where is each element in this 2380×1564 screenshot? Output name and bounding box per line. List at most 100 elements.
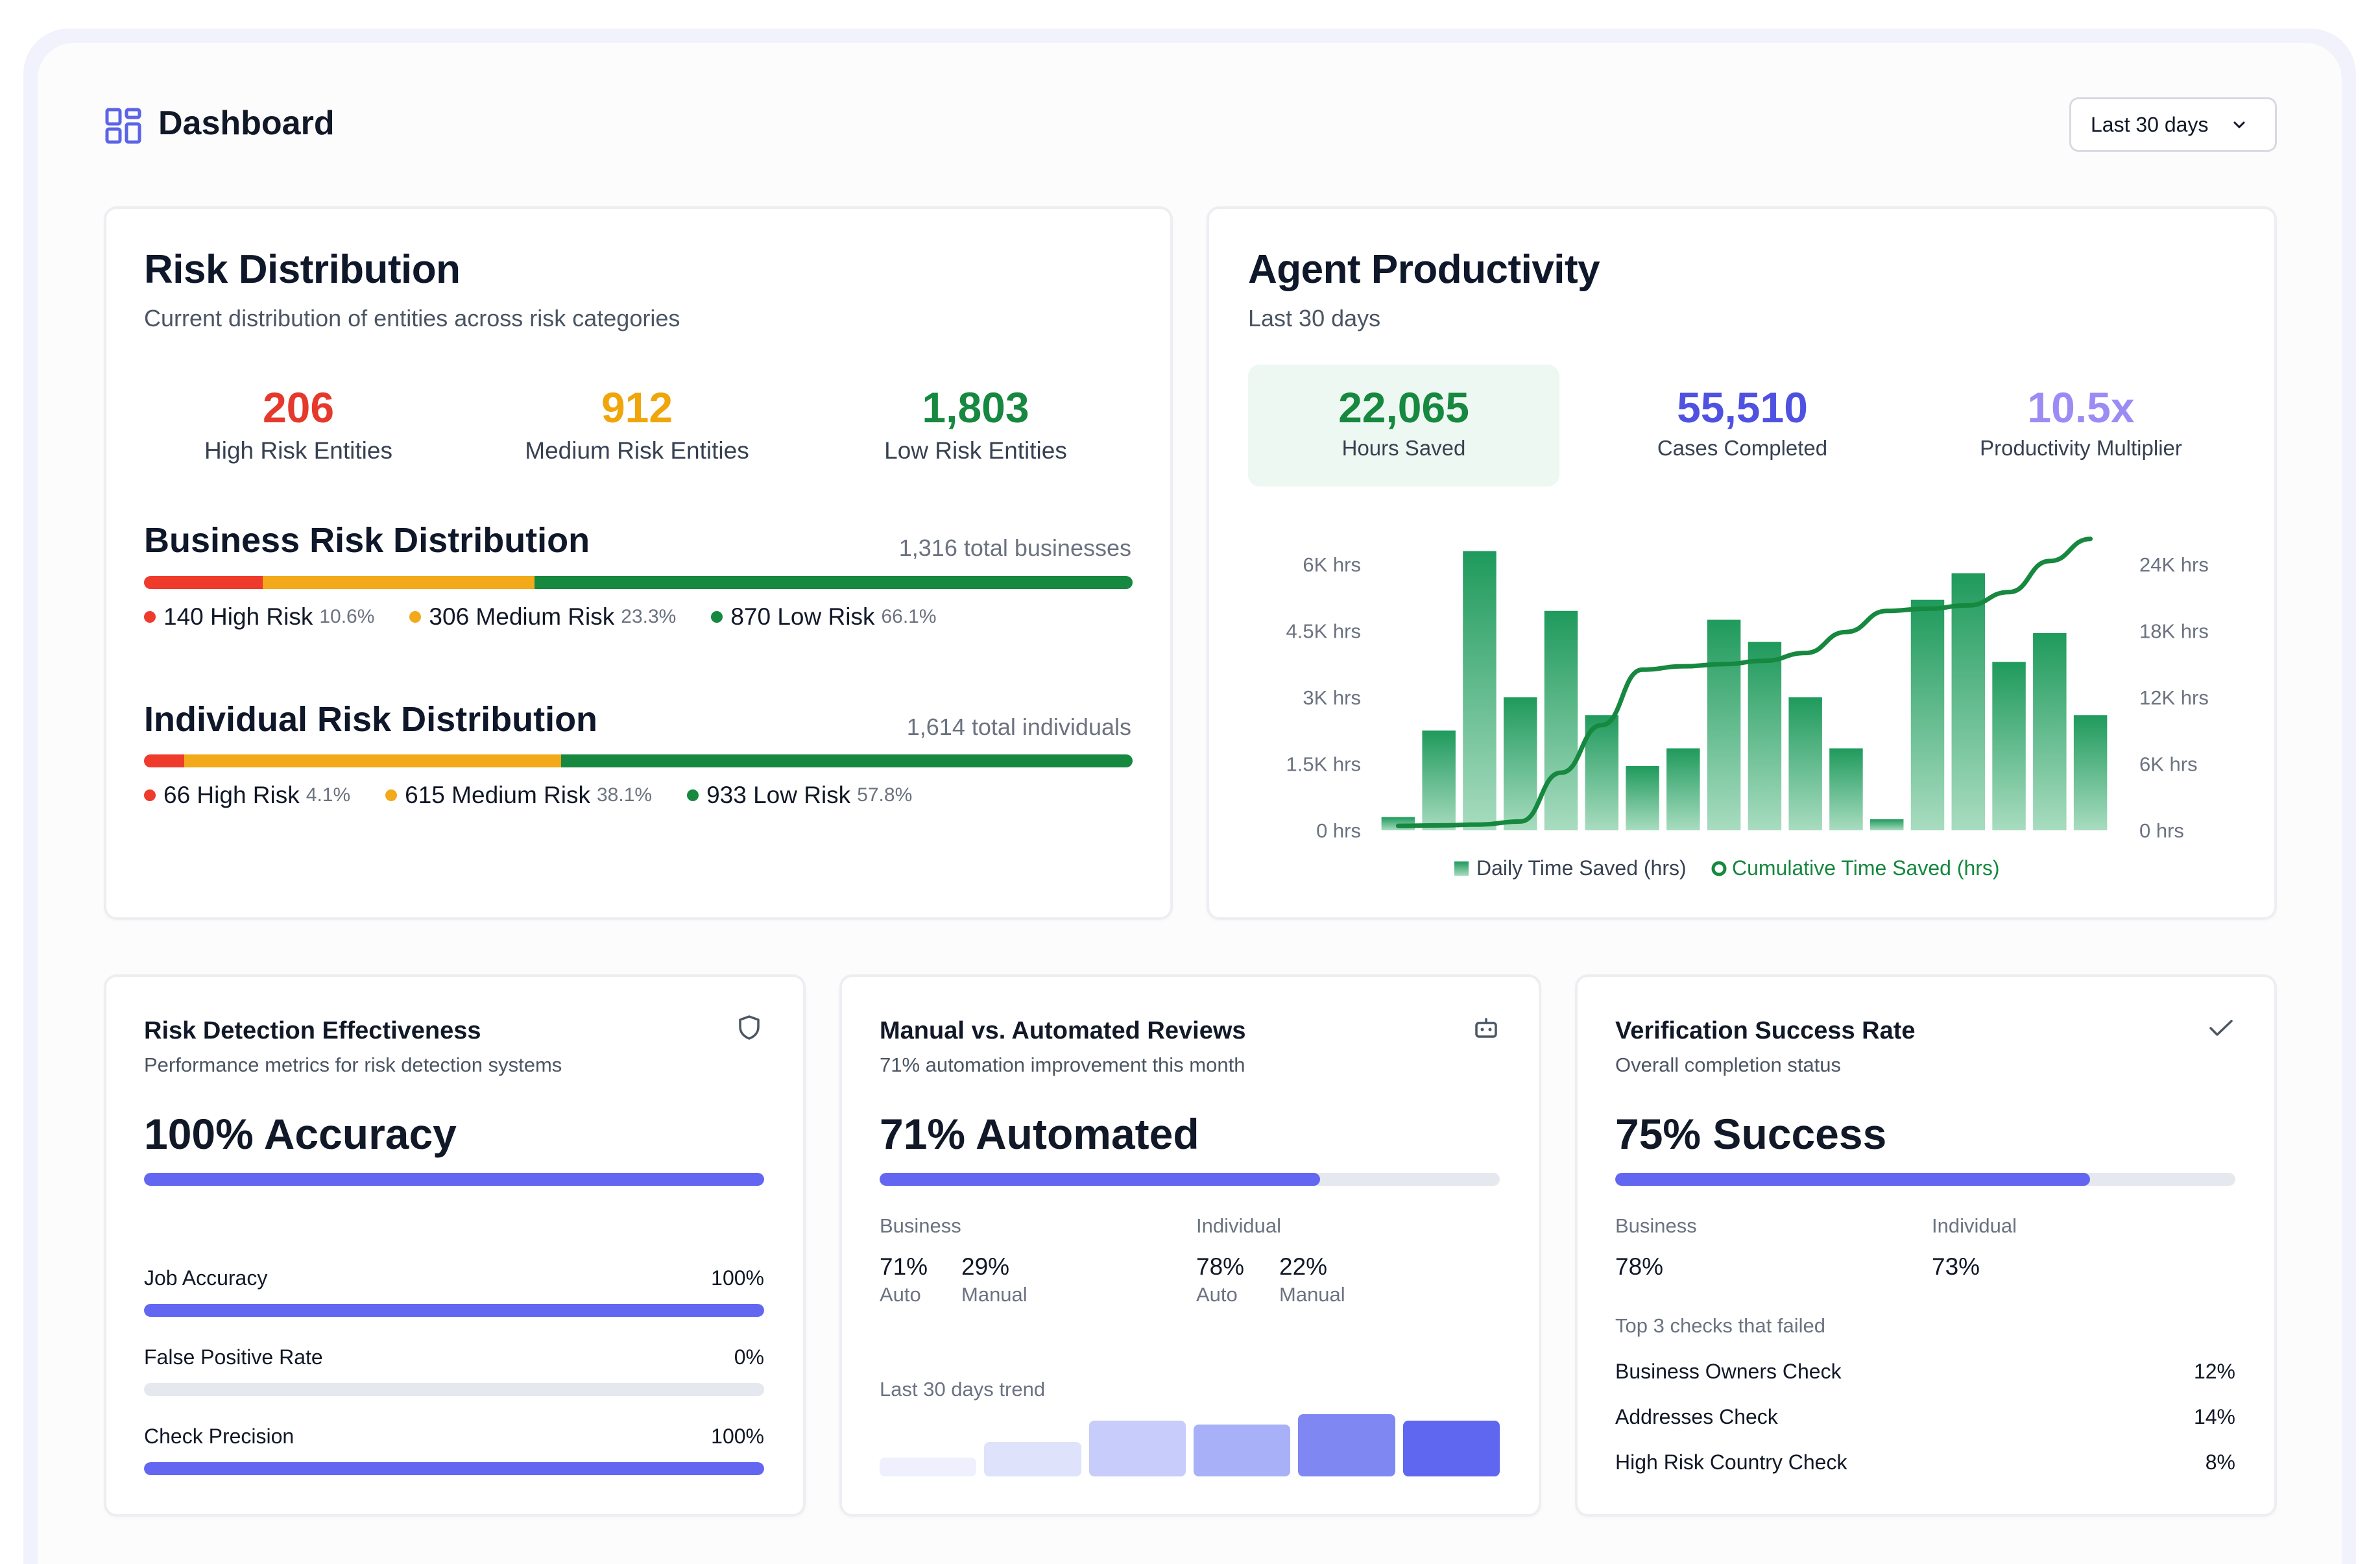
high-risk-count: 206	[262, 383, 335, 431]
daily-time-saved-bar	[1503, 697, 1537, 830]
risk-detection-headline-bar	[144, 1173, 764, 1186]
manual-automated-subtitle: 71% automation improvement this month	[880, 1053, 1245, 1076]
legend-label: 870 Low Risk	[730, 603, 875, 630]
shield-icon	[739, 1015, 760, 1040]
progress-fill	[144, 1462, 764, 1475]
daily-time-saved-bar	[1992, 662, 2026, 830]
business-label: Business	[880, 1214, 961, 1237]
trend-bar	[1298, 1414, 1395, 1476]
individual-risk-segment	[144, 754, 185, 767]
legend-dot	[385, 789, 398, 801]
failed-checks-title: Top 3 checks that failed	[1615, 1314, 1825, 1337]
business-risk-segment	[144, 576, 263, 589]
risk-distribution-card	[104, 206, 1173, 920]
daily-time-saved-bar	[1748, 642, 1782, 830]
chevron-down-icon	[2233, 121, 2245, 128]
individual-risk-legend-item: 66 High Risk 4.1%	[144, 782, 350, 809]
job-accuracy-label: Job Accuracy	[144, 1266, 268, 1290]
business-risk-legend: 140 High Risk 10.6% 306 Medium Risk 23.3% 87…	[144, 603, 972, 631]
check-precision-bar	[144, 1462, 764, 1475]
business-auto-label: Auto	[880, 1283, 921, 1306]
low-risk-label: Low Risk Entities	[884, 437, 1067, 464]
trend-bar	[1194, 1425, 1291, 1476]
individual-manual-value: 22%	[1279, 1253, 1328, 1280]
cumulative-time-saved-line	[1395, 536, 2093, 828]
daily-time-saved-bar	[1626, 765, 1659, 830]
individual-risk-legend-item: 933 Low Risk 57.8%	[687, 782, 912, 809]
individual-label: Individual	[1196, 1214, 1281, 1237]
progress-fill	[144, 1304, 764, 1317]
agent-productivity-subtitle: Last 30 days	[1248, 305, 1381, 331]
risk-summary-high: 206 High Risk Entities	[169, 383, 428, 464]
legend-percent: 4.1%	[306, 784, 351, 806]
business-manual-value: 29%	[961, 1253, 1010, 1280]
false-positive-value: 0%	[734, 1345, 764, 1369]
individual-total: 1,614 total individuals	[906, 714, 1131, 740]
business-risk-legend-item: 306 Medium Risk 23.3%	[409, 603, 676, 631]
trend-bar	[1088, 1420, 1186, 1476]
progress-fill	[880, 1173, 1320, 1186]
dashboard-icon	[105, 108, 141, 144]
business-risk-segment	[534, 576, 1133, 589]
business-risk-legend-item: 140 High Risk 10.6%	[144, 603, 374, 631]
trend-chart	[880, 1414, 1500, 1476]
legend-dot	[409, 611, 422, 623]
right-axis-tick: 18K hrs	[2139, 620, 2209, 643]
trend-bar	[1402, 1420, 1500, 1476]
verification-business-label: Business	[1615, 1214, 1697, 1237]
automation-bar	[880, 1173, 1500, 1186]
legend-label: 615 Medium Risk	[405, 782, 590, 808]
verification-headline: 75% Success	[1615, 1110, 1887, 1158]
trend-bar	[880, 1458, 977, 1476]
check-icon	[2209, 1020, 2233, 1036]
business-manual-label: Manual	[961, 1283, 1028, 1306]
cases-completed-label: Cases Completed	[1657, 436, 1828, 460]
daily-time-saved-bar	[1544, 610, 1578, 830]
verification-bar	[1615, 1173, 2235, 1186]
false-positive-bar	[144, 1383, 764, 1396]
legend-percent: 10.6%	[319, 606, 375, 627]
individual-risk-bar	[144, 754, 1133, 767]
daily-time-saved-bar	[2073, 715, 2108, 830]
left-axis-tick: 1.5K hrs	[1286, 753, 1361, 776]
right-axis-tick: 12K hrs	[2139, 686, 2209, 709]
left-axis-tick: 0 hrs	[1316, 819, 1361, 842]
legend-dot	[687, 789, 699, 801]
date-range-label: Last 30 days	[2091, 112, 2209, 136]
legend-percent: 23.3%	[621, 606, 677, 627]
verification-individual-label: Individual	[1932, 1214, 2017, 1237]
daily-time-saved-bar	[1869, 819, 1904, 830]
risk-detection-headline: 100% Accuracy	[144, 1110, 457, 1158]
legend-percent: 66.1%	[881, 606, 937, 627]
job-accuracy-bar	[144, 1304, 764, 1317]
job-accuracy-value: 100%	[711, 1266, 764, 1290]
individual-risk-title: Individual Risk Distribution	[144, 700, 598, 739]
individual-risk-segment	[561, 754, 1133, 767]
business-risk-segment	[262, 576, 535, 589]
false-positive-label: False Positive Rate	[144, 1345, 323, 1369]
date-range-dropdown[interactable]: Last 30 days	[2069, 97, 2277, 152]
legend-percent: 57.8%	[857, 784, 913, 806]
risk-detection-title: Risk Detection Effectiveness	[144, 1017, 481, 1044]
trend-bar	[984, 1442, 1081, 1476]
legend-label: 306 Medium Risk	[429, 603, 615, 630]
failed-check-value: 8%	[2205, 1450, 2235, 1474]
individual-auto-label: Auto	[1196, 1283, 1238, 1306]
kpi-hours-saved: 22,065 Hours Saved	[1248, 383, 1559, 461]
left-axis-tick: 3K hrs	[1303, 686, 1361, 709]
productivity-multiplier-value: 10.5x	[2027, 383, 2135, 431]
verification-card	[1575, 974, 2277, 1517]
low-risk-count: 1,803	[922, 383, 1029, 431]
check-precision-value: 100%	[711, 1425, 764, 1448]
check-precision-label: Check Precision	[144, 1425, 294, 1448]
left-axis-tick: 4.5K hrs	[1286, 620, 1361, 643]
verification-individual-value: 73%	[1932, 1253, 1980, 1280]
agent-productivity-title: Agent Productivity	[1248, 247, 1600, 292]
daily-time-saved-bar	[1910, 599, 1945, 830]
kpi-cases-completed: 55,510 Cases Completed	[1587, 383, 1898, 461]
manual-automated-title: Manual vs. Automated Reviews	[880, 1017, 1246, 1044]
medium-risk-label: Medium Risk Entities	[525, 437, 749, 464]
trend-label: Last 30 days trend	[880, 1378, 1046, 1401]
individual-manual-label: Manual	[1279, 1283, 1345, 1306]
verification-business-value: 78%	[1615, 1253, 1664, 1280]
